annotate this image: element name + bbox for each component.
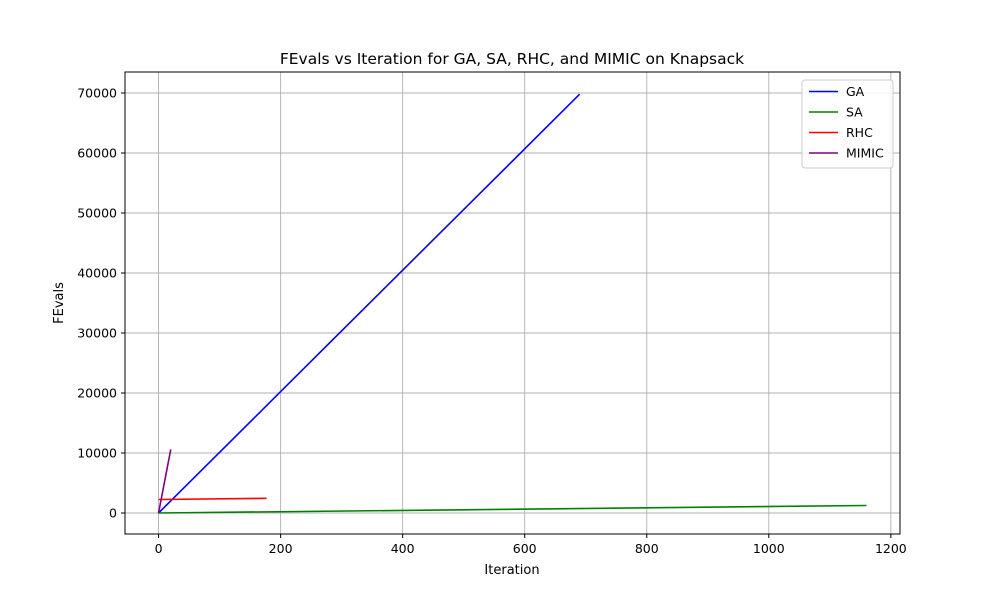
grid [125,72,900,534]
y-tick-label: 60000 [77,146,117,161]
legend-label-rhc: RHC [846,125,873,140]
x-axis-title: Iteration [484,563,539,578]
series-lines [157,93,867,514]
plot-frame [124,71,901,535]
x-tick-label: 200 [269,541,293,556]
y-tick-label: 70000 [77,86,117,101]
axis-ticks: 0 200 400 600 800 1000 1200 0 10000 20000 30000 400… [77,86,907,557]
chart-title: FEvals vs Iteration for GA, SA, RHC, and… [280,50,744,68]
y-tick-label: 50000 [77,206,117,221]
y-tick-label: 10000 [77,446,117,461]
legend-box [801,79,894,169]
series-line-mimic [157,449,172,514]
y-axis-title: FEvals [52,282,67,324]
series-line-ga [157,93,581,514]
series-line-sa [158,504,867,514]
x-tick-label: 0 [155,541,163,556]
series-line-rhc [158,497,267,501]
legend-label-mimic: MIMIC [846,146,884,161]
legend: GA SA RHC MIMIC [801,79,894,169]
y-tick-label: 40000 [77,266,117,281]
x-tick-label: 400 [391,541,415,556]
x-tick-label: 800 [635,541,659,556]
x-tick-label: 600 [513,541,537,556]
legend-label-ga: GA [846,84,865,99]
y-tick-label: 0 [109,506,117,521]
y-tick-label: 30000 [77,326,117,341]
y-tick-label: 20000 [77,386,117,401]
x-tick-label: 1000 [753,541,785,556]
x-tick-label: 1200 [875,541,907,556]
legend-label-sa: SA [846,105,863,120]
